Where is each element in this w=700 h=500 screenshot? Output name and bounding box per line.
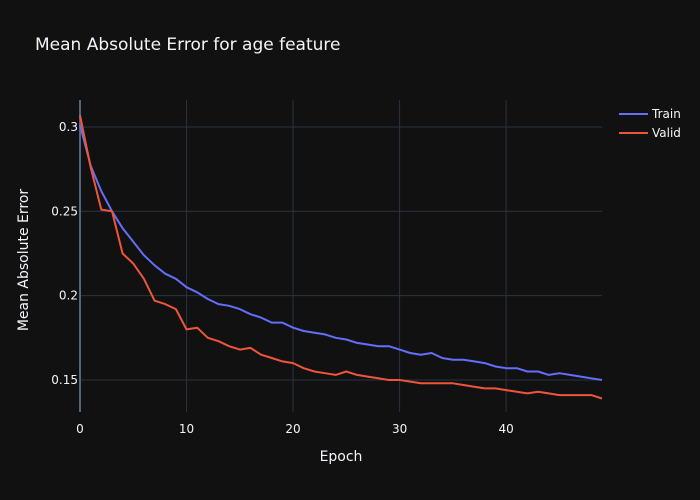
grid [79,100,602,412]
y-tick-label: 0.3 [59,120,78,134]
legend-label: Valid [652,126,681,140]
y-tick-label: 0.15 [51,373,78,387]
chart-title: Mean Absolute Error for age feature [35,35,341,55]
x-tick-label: 30 [392,422,407,436]
y-axis-ticks: 0.15 0.2 0.25 0.3 [51,120,78,387]
y-tick-label: 0.25 [51,204,78,218]
x-tick-label: 10 [179,422,194,436]
x-tick-label: 0 [76,422,84,436]
x-axis-title: Epoch [320,449,363,465]
legend-item-train[interactable]: Train [619,107,681,121]
legend-item-valid[interactable]: Valid [619,126,681,140]
series-line-train [79,125,603,381]
plot-area [79,114,603,400]
legend-label: Train [651,107,681,121]
x-axis-ticks: 0 10 20 30 40 [76,422,514,436]
legend[interactable]: Train Valid [619,107,681,140]
x-tick-label: 20 [285,422,300,436]
y-tick-label: 0.2 [59,289,78,303]
y-axis-title: Mean Absolute Error [16,189,32,332]
series-line-valid [79,114,603,400]
x-tick-label: 40 [498,422,513,436]
